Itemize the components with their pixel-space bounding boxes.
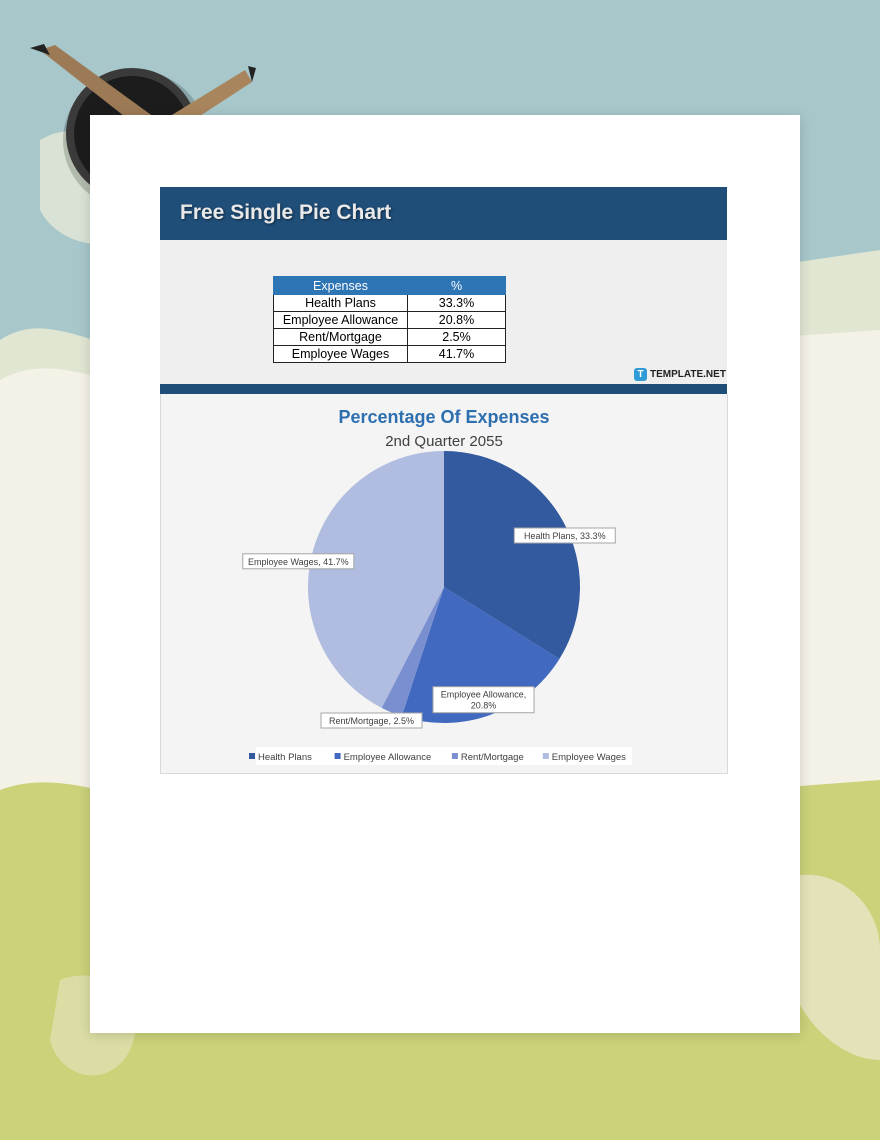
data-label-text: Employee Allowance,	[441, 690, 527, 700]
table-row: Employee Wages 41.7%	[273, 345, 506, 363]
legend-label: Employee Wages	[552, 752, 626, 763]
row-label: Employee Allowance	[273, 311, 408, 329]
data-label: Rent/Mortgage, 2.5%	[320, 712, 423, 729]
table-header-row: Expenses %	[273, 276, 506, 295]
chart-area: Percentage Of Expenses 2nd Quarter 2055 He…	[160, 394, 728, 774]
pie-slice-employee-wages	[308, 451, 444, 708]
pie-chart: Percentage Of Expenses 2nd Quarter 2055 He…	[242, 407, 632, 765]
brand-name: TEMPLATE.NET	[650, 368, 726, 380]
row-label: Health Plans	[273, 294, 408, 312]
section-divider	[160, 384, 727, 394]
table-row: Health Plans 33.3%	[273, 294, 506, 312]
legend-label: Health Plans	[258, 752, 312, 763]
row-value: 41.7%	[407, 345, 506, 363]
row-value: 33.3%	[407, 294, 506, 312]
legend-swatch	[542, 753, 549, 759]
chart-title: Percentage Of Expenses	[338, 407, 549, 427]
header-percent: %	[407, 276, 506, 295]
brand-logo: T TEMPLATE.NET	[634, 367, 726, 381]
legend-label: Rent/Mortgage	[461, 752, 524, 763]
data-label-text: Employee Wages, 41.7%	[248, 557, 349, 567]
table-row: Employee Allowance 20.8%	[273, 311, 506, 329]
legend-swatch	[334, 753, 341, 759]
data-label-text: 20.8%	[471, 701, 497, 711]
legend-label: Employee Allowance	[344, 752, 432, 763]
header-expenses: Expenses	[273, 276, 408, 295]
row-label: Employee Wages	[273, 345, 408, 363]
spreadsheet-preview: Free Single Pie Chart Expenses % Health …	[160, 187, 728, 774]
data-label: Employee Wages, 41.7%	[242, 553, 355, 570]
data-label-text: Health Plans, 33.3%	[524, 531, 606, 541]
pie-slice-health-plans	[444, 451, 580, 659]
expenses-table: Expenses % Health Plans 33.3% Employee A…	[273, 276, 506, 363]
chart-subtitle: 2nd Quarter 2055	[385, 433, 503, 450]
data-label-text: Rent/Mortgage, 2.5%	[329, 716, 414, 726]
template-logo-icon: T	[634, 367, 647, 381]
document-title: Free Single Pie Chart	[180, 201, 392, 224]
row-label: Rent/Mortgage	[273, 328, 408, 346]
legend-swatch	[451, 753, 458, 759]
row-value: 20.8%	[407, 311, 506, 329]
pie-slice-rent-mortgage	[381, 587, 444, 717]
legend-swatch	[249, 753, 255, 759]
title-bar: Free Single Pie Chart	[160, 187, 727, 240]
data-label: Employee Allowance,20.8%	[432, 686, 535, 714]
row-value: 2.5%	[407, 328, 506, 346]
chart-legend: Health Plans Employee Allowance Rent/Mortg…	[249, 747, 632, 765]
table-row: Rent/Mortgage 2.5%	[273, 328, 506, 346]
data-label: Health Plans, 33.3%	[513, 527, 616, 544]
